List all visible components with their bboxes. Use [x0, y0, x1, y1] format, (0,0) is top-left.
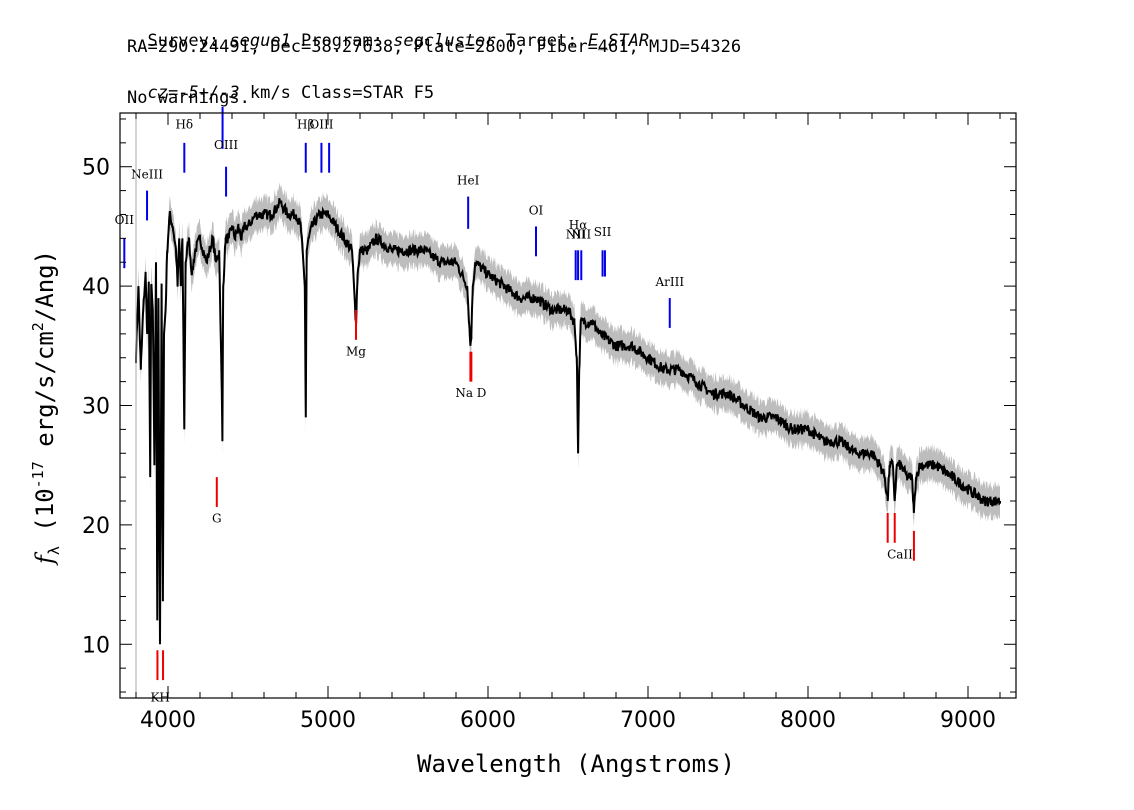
x-tick-label: 5000	[300, 708, 356, 733]
axes-layer: 4000 5000 6000 7000 8000 9000 10 20 30 40 50 Wavele…	[29, 112, 1017, 778]
y-tick-label: 30	[82, 395, 110, 420]
survey-label: Survey:	[147, 31, 230, 51]
header-line-3: cz=-5+/-3 km/s Class=STAR F5	[127, 63, 434, 103]
flux-line	[135, 198, 1001, 645]
emission-line-label: Hβ	[297, 118, 314, 132]
program-label: Program:	[290, 31, 394, 51]
x-tick-label: 9000	[940, 708, 996, 733]
x-tick-label: 8000	[780, 708, 836, 733]
header-line-2: RA=290.24491, Dec=38.27638, Plate=2800, …	[127, 37, 742, 57]
emission-line-label: Hδ	[175, 118, 193, 132]
emission-line-label: OIII	[214, 138, 238, 152]
emission-line-label: SII	[594, 225, 612, 239]
absorption-line-label: Mg	[346, 344, 366, 358]
target-label: Target:	[495, 31, 588, 51]
program-value: segcluster	[393, 31, 496, 51]
survey-value: segue1	[229, 31, 291, 51]
y-tick-label: 40	[82, 275, 110, 300]
y-tick-label: 10	[82, 633, 110, 658]
emission-line-label: NeIII	[131, 168, 163, 182]
x-tick-label: 4000	[140, 708, 196, 733]
plot-frame	[119, 112, 1017, 699]
emission-line-label: OII	[115, 213, 135, 227]
y-tick-label: 20	[82, 514, 110, 539]
emission-line-label: Hα	[569, 218, 588, 232]
x-axis-title: Wavelength (Angstroms)	[417, 750, 735, 778]
error-band-layer	[136, 182, 1000, 663]
header-line-4: No warnings.	[127, 88, 250, 108]
x-tick-label: 7000	[620, 708, 676, 733]
absorption-line-label: CaII	[887, 547, 913, 561]
absorption-line-label: Na D	[455, 386, 486, 400]
emission-line-label: NII	[571, 227, 591, 241]
header-line-1: Survey: segue1 Program: segcluster Targe…	[127, 11, 649, 51]
error-band	[136, 182, 1000, 663]
cz-value: -5+/-3	[178, 83, 240, 103]
emission-line-label: OIII	[309, 118, 333, 132]
flux-layer	[135, 198, 1001, 645]
absorption-line-label: G	[212, 512, 222, 526]
emission-line-label: ArIII	[654, 275, 684, 289]
target-value: F_STAR	[587, 31, 650, 51]
emission-line-label: OI	[529, 203, 544, 217]
cz-label: cz	[147, 83, 168, 103]
cz-equals: =	[167, 83, 179, 103]
cz-rest: km/s Class=STAR F5	[239, 83, 435, 103]
x-tick-label: 6000	[460, 708, 516, 733]
y-axis-title: fλ (10-17 erg/s/cm2/Ang)	[29, 250, 63, 566]
y-tick-label: 50	[82, 156, 110, 181]
emission-line-label: NII	[566, 227, 586, 241]
emission-line-label: HeI	[457, 174, 480, 188]
